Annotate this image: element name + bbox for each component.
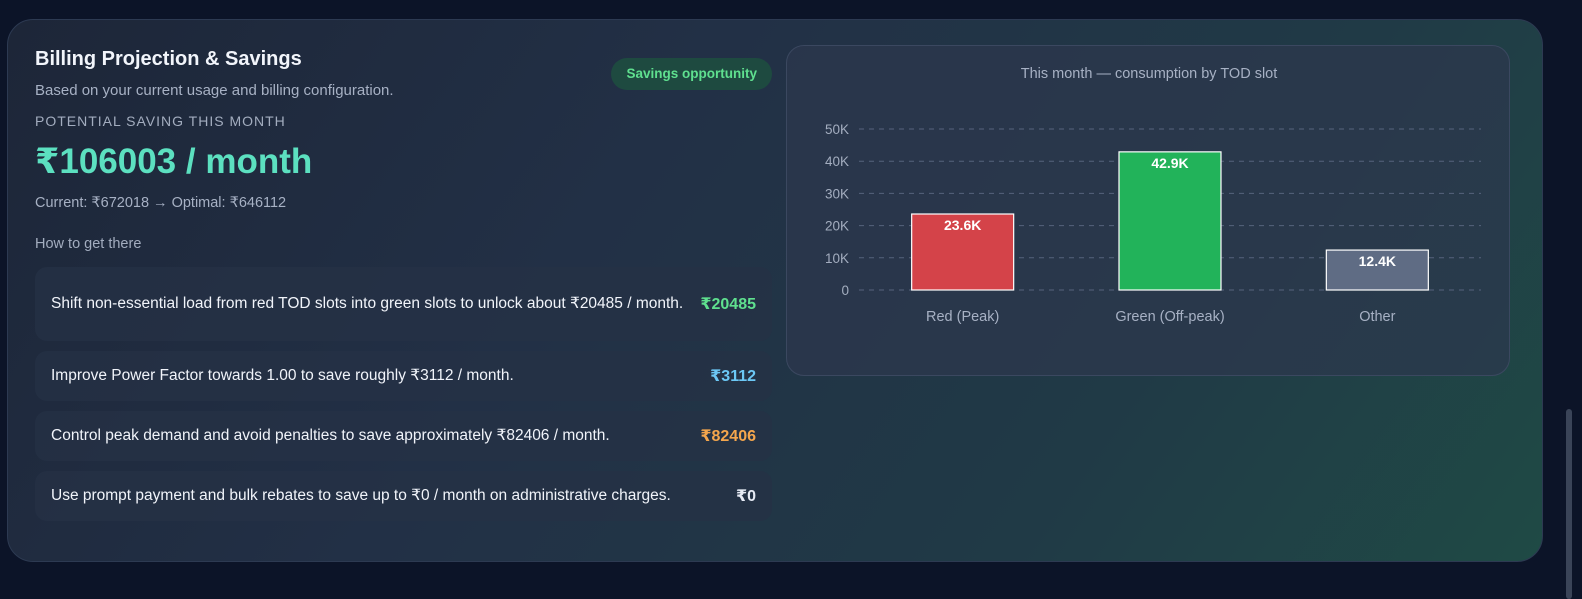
page-scrollbar[interactable] bbox=[1566, 409, 1572, 599]
tip-amount: ₹3112 bbox=[710, 368, 756, 385]
current-vs-optimal: Current: ₹672018 → Optimal: ₹646112 bbox=[35, 195, 287, 211]
bar-data-label: 12.4K bbox=[1359, 253, 1396, 269]
how-to-get-there-heading: How to get there bbox=[35, 236, 142, 252]
savings-tips-list: Shift non-essential load from red TOD sl… bbox=[35, 267, 772, 531]
y-tick-label: 10K bbox=[825, 251, 849, 266]
tod-consumption-chart-panel: This month — consumption by TOD slot 0 10… bbox=[786, 45, 1510, 376]
tip-text: Use prompt payment and bulk rebates to s… bbox=[51, 487, 671, 504]
bar-1[interactable] bbox=[1118, 151, 1222, 291]
potential-saving-label: POTENTIAL SAVING THIS MONTH bbox=[35, 113, 286, 129]
bar-0[interactable] bbox=[911, 213, 1015, 291]
y-tick-label: 50K bbox=[825, 122, 849, 137]
bar-data-label: 42.9K bbox=[1151, 155, 1188, 171]
tip-text: Shift non-essential load from red TOD sl… bbox=[51, 295, 684, 312]
tip-power-factor: Improve Power Factor towards 1.00 to sav… bbox=[35, 351, 772, 401]
y-tick-label: 0 bbox=[841, 283, 849, 298]
card-title: Billing Projection & Savings bbox=[35, 48, 302, 70]
tip-amount: ₹82406 bbox=[700, 428, 756, 445]
y-tick-label: 20K bbox=[825, 219, 849, 234]
y-tick-label: 30K bbox=[825, 186, 849, 201]
tip-tod-shift: Shift non-essential load from red TOD sl… bbox=[35, 267, 772, 341]
tip-text: Control peak demand and avoid penalties … bbox=[51, 427, 610, 444]
tod-consumption-chart: This month — consumption by TOD slot 0 10… bbox=[825, 66, 1481, 325]
y-tick-label: 40K bbox=[825, 154, 849, 169]
chart-title: This month — consumption by TOD slot bbox=[1021, 66, 1278, 82]
tip-text: Improve Power Factor towards 1.00 to sav… bbox=[51, 367, 514, 384]
tip-peak-demand: Control peak demand and avoid penalties … bbox=[35, 411, 772, 461]
savings-opportunity-badge: Savings opportunity bbox=[611, 58, 772, 90]
savings-summary: Billing Projection & Savings Based on yo… bbox=[35, 20, 772, 561]
potential-saving-value: ₹106003 / month bbox=[35, 142, 313, 181]
tip-prompt-payment: Use prompt payment and bulk rebates to s… bbox=[35, 471, 772, 521]
card-subtitle: Based on your current usage and billing … bbox=[35, 82, 394, 99]
bar-data-label: 23.6K bbox=[944, 217, 981, 233]
x-tick-label: Green (Off-peak) bbox=[1115, 309, 1224, 325]
tip-amount: ₹20485 bbox=[700, 296, 756, 313]
billing-projection-card: Billing Projection & Savings Based on yo… bbox=[7, 19, 1543, 562]
x-tick-label: Other bbox=[1359, 309, 1395, 325]
x-tick-label: Red (Peak) bbox=[926, 309, 999, 325]
tip-amount: ₹0 bbox=[735, 488, 756, 505]
bar-2[interactable] bbox=[1325, 249, 1429, 291]
